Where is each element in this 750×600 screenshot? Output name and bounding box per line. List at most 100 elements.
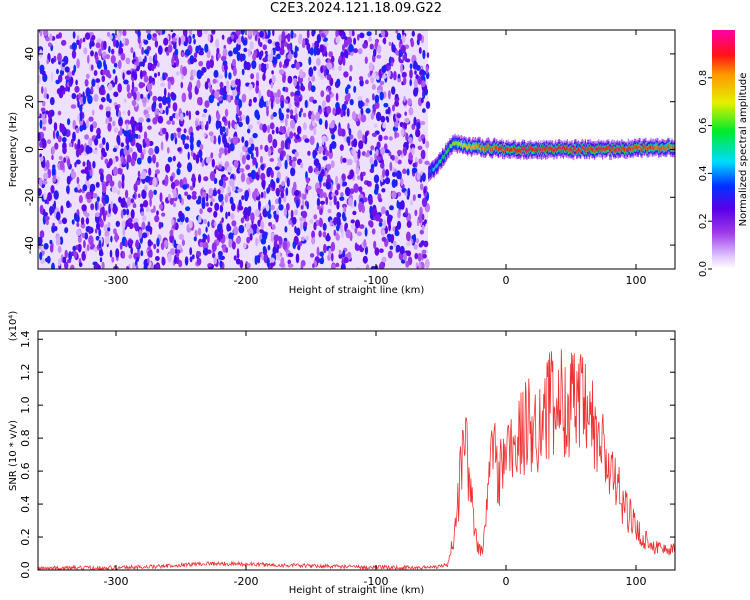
noise-speckle (421, 224, 425, 231)
signal-cell (584, 146, 586, 151)
noise-speckle (349, 188, 355, 195)
noise-speckle (273, 234, 280, 242)
noise-speckle (388, 41, 392, 47)
noise-speckle (354, 199, 357, 207)
noise-speckle (39, 64, 45, 73)
signal-cell (660, 147, 662, 152)
noise-speckle (401, 71, 407, 78)
signal-cell (616, 145, 618, 150)
noise-speckle (49, 239, 53, 245)
noise-speckle (125, 189, 129, 199)
noise-speckle (114, 104, 119, 111)
colorbar: 0.00.20.40.60.8 Normalized spectral ampli… (698, 30, 749, 277)
signal-cell (634, 145, 636, 150)
noise-speckle (39, 177, 43, 187)
noise-speckle (421, 249, 427, 254)
noise-speckle (188, 110, 191, 121)
noise-speckle (59, 236, 64, 245)
colorbar-cell (712, 229, 735, 232)
noise-speckle (398, 171, 402, 180)
noise-speckle (283, 208, 287, 217)
noise-speckle (100, 172, 104, 183)
signal-cell (544, 146, 546, 151)
signal-cell (523, 146, 526, 151)
noise-speckle (395, 30, 399, 34)
noise-speckle (322, 231, 327, 238)
noise-speckle (409, 79, 413, 87)
colorbar-cell (712, 183, 735, 186)
noise-speckle (237, 188, 243, 193)
noise-speckle (276, 251, 281, 261)
noise-speckle (134, 222, 139, 232)
noise-speckle (312, 99, 318, 104)
noise-speckle (144, 55, 147, 63)
noise-speckle (286, 154, 290, 162)
noise-speckle (101, 147, 106, 155)
noise-speckle (244, 140, 249, 148)
noise-speckle (84, 79, 89, 87)
noise-speckle (162, 127, 167, 135)
noise-speckle (196, 257, 202, 266)
noise-speckle (297, 125, 302, 135)
noise-speckle (254, 109, 260, 119)
signal-cell (516, 149, 518, 153)
noise-speckle (417, 145, 423, 150)
noise-speckle (126, 154, 132, 163)
noise-speckle (375, 75, 380, 81)
noise-speckle (414, 252, 419, 260)
noise-speckle (113, 91, 119, 98)
noise-speckle (156, 210, 159, 216)
noise-speckle (396, 220, 402, 230)
noise-speckle (146, 106, 152, 112)
noise-speckle (213, 210, 218, 218)
signal-cell (667, 144, 669, 148)
noise-speckle (123, 79, 129, 85)
noise-speckle (113, 157, 116, 164)
signal-cell (562, 149, 565, 154)
colorbar-cell (712, 41, 735, 45)
noise-speckle (126, 161, 129, 170)
noise-speckle (233, 225, 239, 236)
noise-speckle (143, 131, 148, 140)
noise-speckle (343, 256, 349, 264)
signal-cell (664, 146, 666, 151)
noise-speckle (383, 135, 389, 140)
x-tick-label: -100 (364, 274, 389, 287)
noise-speckle (236, 51, 241, 62)
noise-speckle (197, 97, 202, 106)
noise-speckle (78, 244, 82, 253)
signal-cell (597, 147, 599, 151)
noise-speckle (409, 199, 414, 206)
noise-speckle (421, 213, 425, 221)
colorbar-cell (712, 153, 735, 157)
noise-speckle (78, 195, 83, 204)
colorbar-cell (712, 165, 735, 169)
noise-speckle (310, 113, 316, 121)
signal-cell (535, 147, 537, 152)
noise-speckle (55, 34, 60, 39)
noise-speckle (49, 33, 53, 41)
noise-speckle (176, 168, 181, 176)
noise-speckle (347, 92, 351, 100)
y-tick-label: 1.0 (19, 396, 32, 414)
noise-speckle (290, 209, 294, 219)
noise-speckle (92, 149, 98, 154)
noise-speckle (52, 222, 55, 227)
noise-speckle (396, 149, 403, 156)
noise-speckle (259, 30, 264, 38)
colorbar-cell (712, 233, 735, 236)
noise-speckle (125, 57, 131, 65)
noise-speckle (311, 42, 315, 49)
noise-speckle (191, 254, 195, 260)
signal-cell (566, 146, 568, 150)
noise-speckle (81, 232, 85, 238)
noise-speckle (126, 143, 130, 151)
noise-speckle (89, 183, 96, 192)
noise-speckle (292, 240, 297, 250)
noise-speckle (271, 129, 275, 135)
noise-speckle (280, 256, 285, 266)
noise-speckle (328, 51, 334, 58)
noise-speckle (223, 45, 227, 50)
noise-speckle (87, 161, 92, 171)
noise-speckle (53, 190, 59, 200)
